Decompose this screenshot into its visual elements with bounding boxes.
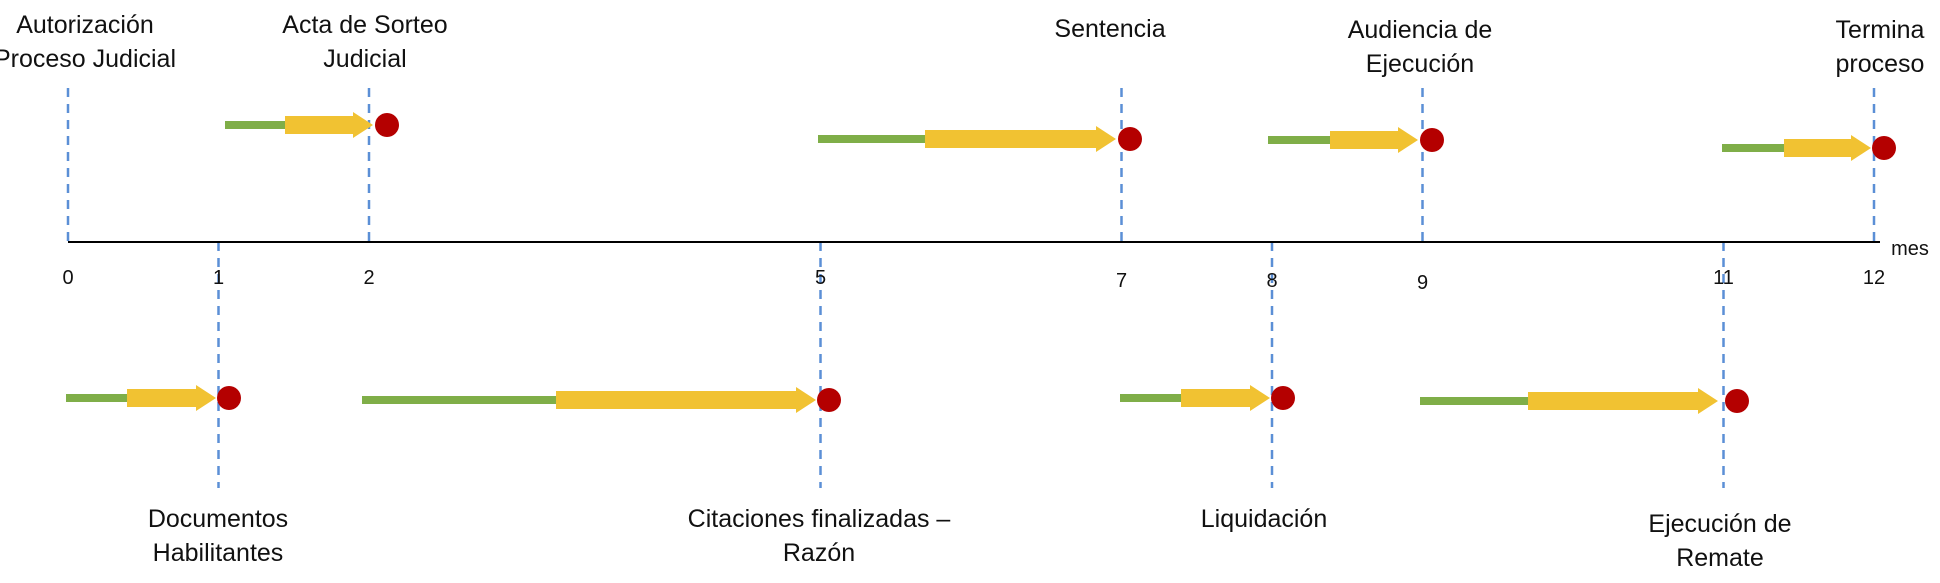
tick-label-12: 12 [1863, 267, 1885, 289]
tick-label-8: 8 [1266, 270, 1277, 292]
arrow-citaciones [362, 387, 841, 413]
arrow-sentencia-head [925, 126, 1116, 152]
label-audiencia-line2: Ejecución [1365, 50, 1475, 78]
arrow-ejecucion-bar [1420, 397, 1530, 405]
arrow-citaciones-dot [817, 388, 841, 412]
label-autorizacion-line1: Autorización [16, 11, 154, 39]
milestone-dashed-lines [66, 88, 1876, 488]
label-audiencia: Audiencia de Ejecución [1348, 13, 1493, 81]
label-documentos-line1: Documentos [147, 505, 289, 533]
label-documentos: Documentos Habilitantes [148, 502, 288, 570]
arrow-documentos-dot [217, 386, 241, 410]
tick-label-1: 1 [213, 267, 224, 289]
tick-label-11: 11 [1713, 267, 1734, 289]
arrow-audiencia [1268, 127, 1444, 153]
axis-unit-label: mes [1891, 238, 1929, 260]
label-ejecucion: Ejecución de Remate [1648, 507, 1791, 575]
arrow-termina-head [1784, 135, 1871, 161]
label-audiencia-line1: Audiencia de [1347, 16, 1493, 44]
arrow-ejecucion-dot [1725, 389, 1749, 413]
label-autorizacion: Autorización Proceso Judicial [0, 8, 176, 76]
arrow-acta [225, 112, 399, 138]
tick-label-5: 5 [815, 267, 826, 289]
arrow-termina [1722, 135, 1896, 161]
arrow-termina-bar [1722, 144, 1786, 152]
label-liquidacion-line1: Liquidación [1200, 505, 1328, 533]
arrow-documentos-bar [66, 394, 129, 402]
tick-label-7: 7 [1116, 270, 1127, 292]
arrow-liquidacion [1120, 385, 1295, 411]
label-citaciones-line1: Citaciones finalizadas – [687, 505, 951, 533]
axis-tick-labels: 0 1 2 5 7 8 9 11 12 [62, 267, 1885, 294]
label-ejecucion-line2: Remate [1676, 544, 1764, 572]
arrow-termina-dot [1872, 136, 1896, 160]
arrow-documentos-head [127, 385, 216, 411]
label-liquidacion: Liquidación [1201, 502, 1328, 536]
label-acta-line1: Acta de Sorteo [282, 11, 448, 39]
arrow-liquidacion-head [1181, 385, 1270, 411]
tick-label-9: 9 [1417, 272, 1428, 294]
arrow-acta-bar [225, 121, 287, 129]
label-termina-line1: Termina [1835, 16, 1925, 44]
arrow-liquidacion-bar [1120, 394, 1183, 402]
arrow-acta-dot [375, 113, 399, 137]
arrow-sentencia-bar [818, 135, 927, 143]
label-termina-line2: proceso [1835, 50, 1925, 78]
label-autorizacion-line2: Proceso Judicial [0, 45, 177, 73]
label-ejecucion-line1: Ejecución de [1648, 510, 1792, 538]
label-sentencia-line1: Sentencia [1054, 15, 1166, 43]
arrow-audiencia-head [1330, 127, 1418, 153]
tick-label-0: 0 [62, 267, 73, 289]
label-citaciones-line2: Razón [782, 539, 856, 567]
arrow-citaciones-bar [362, 396, 558, 404]
arrow-acta-head [285, 112, 373, 138]
arrow-documentos [66, 385, 241, 411]
arrow-sentencia-dot [1118, 127, 1142, 151]
tick-label-2: 2 [363, 267, 374, 289]
label-termina: Termina proceso [1836, 13, 1925, 81]
arrow-liquidacion-dot [1271, 386, 1295, 410]
arrow-ejecucion [1420, 388, 1749, 414]
arrow-audiencia-bar [1268, 136, 1332, 144]
arrow-sentencia [818, 126, 1142, 152]
arrow-ejecucion-head [1528, 388, 1718, 414]
label-sentencia: Sentencia [1054, 12, 1165, 46]
duration-arrows [66, 112, 1896, 414]
label-citaciones: Citaciones finalizadas – Razón [688, 502, 951, 570]
arrow-citaciones-head [556, 387, 816, 413]
label-documentos-line2: Habilitantes [152, 539, 284, 567]
label-acta-sorteo: Acta de Sorteo Judicial [282, 8, 447, 76]
label-acta-line2: Judicial [323, 45, 407, 73]
arrow-audiencia-dot [1420, 128, 1444, 152]
